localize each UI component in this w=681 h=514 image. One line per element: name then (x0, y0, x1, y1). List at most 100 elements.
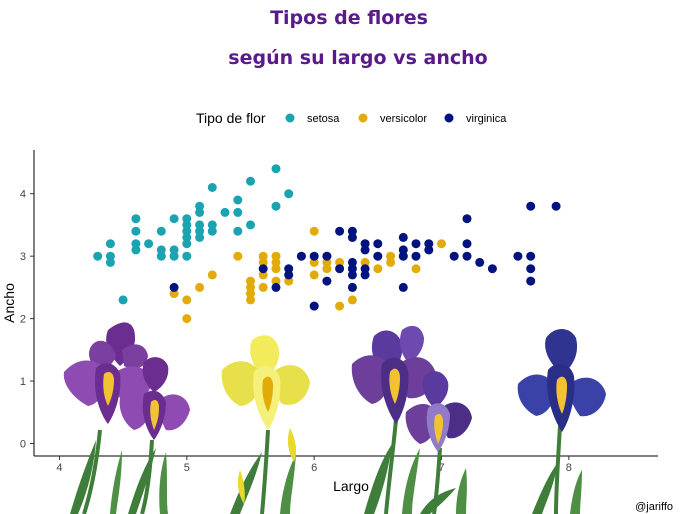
point-setosa (246, 220, 255, 230)
point-virginica (360, 245, 370, 255)
point-virginica (449, 251, 459, 261)
point-virginica (411, 239, 421, 249)
point-setosa (169, 214, 179, 224)
point-setosa (195, 220, 205, 230)
point-versicolor (322, 264, 332, 274)
point-virginica (360, 270, 370, 280)
point-virginica (526, 251, 536, 261)
point-virginica (360, 239, 370, 249)
point-setosa (105, 257, 115, 267)
point-virginica (475, 257, 485, 267)
point-virginica (526, 264, 536, 274)
y-tick-label: 2 (20, 314, 26, 326)
point-setosa (131, 226, 141, 236)
point-versicolor (207, 270, 217, 280)
point-virginica (347, 226, 357, 236)
axis-ticks: 4 5 6 7 8 0 1 2 3 4 (20, 189, 572, 474)
point-versicolor (258, 251, 268, 261)
point-versicolor (271, 251, 281, 261)
point-virginica (258, 264, 268, 274)
y-tick-label: 3 (20, 251, 26, 263)
point-setosa (182, 251, 192, 261)
point-versicolor (182, 314, 192, 324)
point-setosa (131, 245, 141, 255)
point-setosa (271, 201, 281, 211)
point-virginica (347, 270, 357, 280)
point-versicolor (373, 264, 383, 274)
chart-subtitle: según su largo vs ancho (228, 47, 487, 69)
point-versicolor (411, 264, 421, 274)
point-setosa (207, 226, 217, 236)
point-setosa (156, 226, 166, 236)
point-versicolor (335, 301, 345, 311)
point-versicolor (284, 276, 294, 286)
point-virginica (373, 251, 383, 261)
point-setosa (156, 245, 166, 255)
point-versicolor (271, 264, 281, 274)
point-virginica (526, 201, 536, 211)
point-versicolor (246, 295, 255, 305)
point-virginica (373, 239, 383, 249)
point-setosa (105, 239, 115, 249)
legend-key-versicolor (358, 113, 368, 123)
point-versicolor (271, 276, 281, 286)
point-setosa (207, 220, 217, 230)
point-setosa (182, 232, 192, 242)
point-setosa (131, 239, 141, 249)
point-setosa (182, 220, 192, 230)
point-setosa (144, 239, 154, 249)
x-tick-label: 4 (56, 462, 62, 474)
point-setosa (182, 226, 192, 236)
point-virginica (398, 232, 408, 242)
y-tick-label: 0 (20, 439, 26, 451)
point-versicolor (182, 295, 192, 305)
legend-title: Tipo de flor (196, 110, 266, 126)
point-virginica (347, 232, 357, 242)
point-setosa (131, 214, 141, 224)
point-setosa (271, 164, 281, 174)
legend-label-versicolor: versicolor (380, 113, 427, 125)
point-virginica (322, 251, 332, 261)
point-virginica (271, 282, 281, 292)
point-setosa (246, 176, 255, 186)
point-virginica (398, 282, 408, 292)
point-virginica (551, 201, 561, 211)
point-versicolor (233, 251, 243, 261)
point-versicolor (386, 251, 396, 261)
point-setosa (207, 183, 217, 192)
caption: @jariffo (635, 501, 673, 513)
point-virginica (335, 226, 345, 236)
point-setosa (118, 295, 128, 305)
point-virginica (322, 276, 332, 286)
y-tick-label: 1 (20, 376, 26, 388)
iris-blue (517, 329, 606, 514)
point-virginica (284, 270, 294, 280)
point-virginica (526, 276, 536, 286)
point-virginica (169, 282, 179, 292)
point-virginica (462, 251, 472, 261)
point-setosa (233, 195, 243, 205)
point-setosa (169, 251, 179, 261)
iris-illustrations (63, 322, 606, 514)
point-setosa (195, 207, 205, 217)
point-versicolor (335, 257, 345, 267)
point-versicolor (309, 270, 319, 280)
point-virginica (462, 239, 472, 249)
point-versicolor (271, 257, 281, 267)
iris-purple-pair (63, 322, 190, 514)
x-tick-label: 5 (184, 462, 190, 474)
point-virginica (347, 257, 357, 267)
point-virginica (296, 251, 306, 261)
point-setosa (93, 251, 103, 261)
point-setosa (156, 251, 166, 261)
legend: Tipo de flor setosa versicolor virginica (196, 110, 507, 126)
point-virginica (487, 264, 497, 274)
legend-label-virginica: virginica (466, 113, 507, 125)
x-tick-label: 7 (438, 462, 444, 474)
point-setosa (284, 189, 294, 199)
chart-title: Tipos de flores (270, 7, 428, 29)
point-virginica (309, 301, 319, 311)
point-setosa (182, 239, 192, 249)
y-tick-label: 4 (20, 189, 26, 201)
point-virginica (335, 264, 345, 274)
